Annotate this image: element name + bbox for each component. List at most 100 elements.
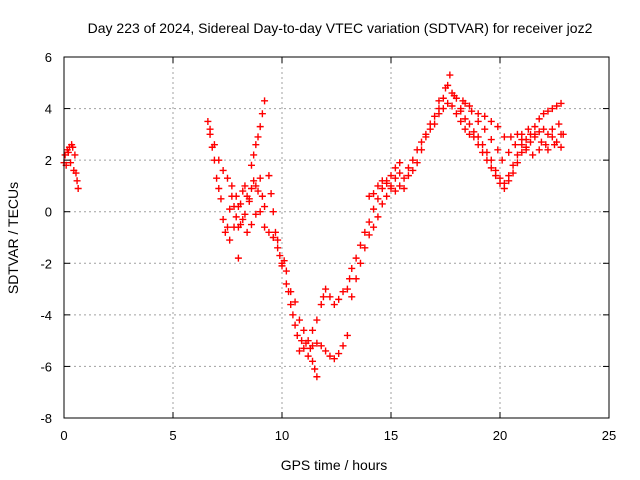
data-point	[365, 231, 373, 239]
data-point	[465, 130, 473, 138]
data-point	[239, 187, 247, 195]
data-point	[271, 228, 279, 236]
data-point	[309, 326, 317, 334]
data-point	[247, 221, 255, 229]
data-point	[396, 169, 404, 177]
data-point	[431, 112, 439, 120]
data-point	[387, 172, 395, 180]
data-point	[374, 213, 382, 221]
y-tick-label: 2	[45, 153, 52, 168]
data-point	[256, 174, 264, 182]
data-point	[446, 71, 454, 79]
data-point	[540, 125, 548, 133]
data-point	[487, 164, 495, 172]
data-point	[450, 92, 458, 100]
data-point	[69, 143, 77, 151]
data-point	[335, 350, 343, 358]
x-tick-label: 20	[493, 428, 507, 443]
data-point	[413, 159, 421, 167]
data-point	[256, 208, 264, 216]
data-point	[540, 110, 548, 118]
y-tick-label: -2	[40, 256, 52, 271]
data-point	[304, 352, 312, 360]
data-point	[261, 223, 269, 231]
data-point	[309, 357, 317, 365]
data-point	[252, 182, 260, 190]
data-point	[295, 316, 303, 324]
data-point	[295, 347, 303, 355]
data-point	[319, 293, 327, 301]
data-point	[71, 151, 79, 159]
data-point	[234, 254, 242, 262]
data-point	[500, 185, 508, 193]
data-point	[535, 146, 543, 154]
data-point	[326, 352, 334, 360]
data-point	[361, 228, 369, 236]
data-point	[343, 331, 351, 339]
data-point	[311, 365, 319, 373]
data-point	[361, 244, 369, 252]
data-point	[250, 151, 258, 159]
data-point	[557, 130, 565, 138]
data-point	[258, 192, 266, 200]
data-point	[529, 151, 537, 159]
data-point	[396, 159, 404, 167]
data-point	[269, 234, 277, 241]
data-point	[247, 185, 255, 193]
data-point	[418, 146, 426, 154]
data-point	[276, 252, 284, 260]
data-point	[505, 148, 513, 156]
data-point	[387, 185, 395, 193]
data-point	[396, 182, 404, 190]
y-tick-label: -6	[40, 359, 52, 374]
data-point	[278, 262, 286, 270]
data-point	[511, 141, 519, 149]
data-point	[232, 192, 240, 200]
data-point	[553, 102, 561, 110]
data-point	[356, 259, 364, 267]
data-point	[317, 342, 325, 350]
data-point	[226, 205, 234, 213]
data-point	[524, 125, 532, 133]
data-point	[542, 141, 550, 149]
data-point	[330, 301, 338, 309]
data-point	[219, 215, 227, 223]
data-point	[252, 210, 260, 218]
data-point	[322, 285, 330, 293]
data-point	[230, 223, 238, 231]
data-point	[481, 125, 489, 133]
data-point	[339, 288, 347, 296]
data-point	[224, 223, 231, 231]
data-point	[265, 172, 273, 180]
data-point	[444, 99, 452, 107]
y-tick-label: 4	[45, 102, 52, 117]
data-point	[431, 120, 439, 128]
data-point	[343, 285, 351, 293]
data-point	[518, 148, 526, 156]
data-point	[513, 159, 521, 167]
data-point	[513, 151, 521, 159]
data-point	[518, 130, 526, 138]
data-point	[474, 110, 482, 118]
data-point	[289, 311, 297, 319]
data-point	[237, 221, 245, 229]
y-tick-labels: -8 -6 -4 -2 0 2 4 6	[40, 50, 52, 426]
data-point	[67, 159, 75, 167]
data-point	[487, 117, 495, 125]
y-tick-label: 0	[45, 205, 52, 220]
data-point	[252, 141, 260, 149]
data-point	[346, 275, 354, 283]
data-point	[461, 115, 469, 123]
x-tick-label: 10	[275, 428, 289, 443]
data-point	[309, 342, 317, 350]
y-tick-label: -4	[40, 308, 52, 323]
data-point	[224, 174, 231, 182]
data-point	[555, 120, 563, 128]
data-point	[409, 156, 417, 164]
data-point	[474, 117, 482, 125]
data-point	[258, 110, 266, 118]
data-point	[206, 130, 214, 138]
data-point	[535, 128, 543, 136]
data-point	[391, 174, 399, 182]
data-point	[291, 298, 299, 306]
